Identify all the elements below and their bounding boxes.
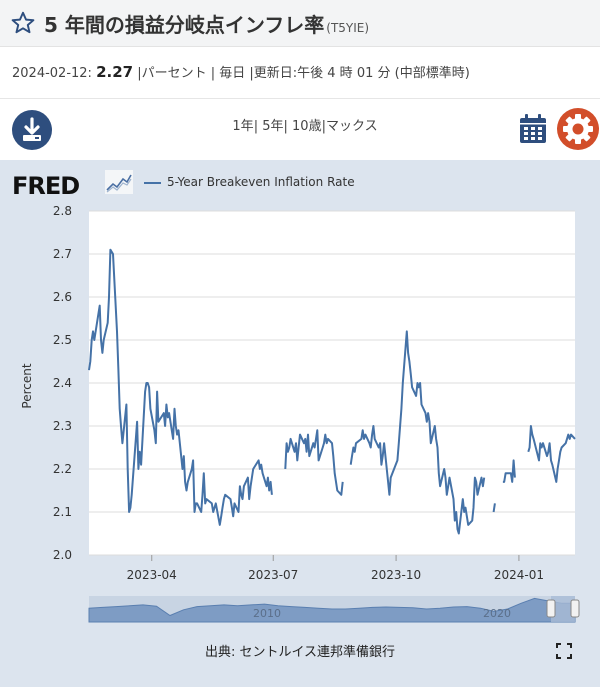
navigator-handle xyxy=(570,599,580,618)
series-title: 5 年間の損益分岐点インフレ率 xyxy=(44,13,325,37)
calendar-icon[interactable] xyxy=(519,114,547,144)
range-separator: | xyxy=(321,119,326,134)
y-tick-label: 2.0 xyxy=(53,548,72,562)
legend-label: 5-Year Breakeven Inflation Rate xyxy=(167,175,355,189)
chart-legend: 5-Year Breakeven Inflation Rate xyxy=(144,175,355,189)
fred-logo: FRED xyxy=(12,172,80,200)
source-attribution: 出典: セントルイス連邦準備銀行 xyxy=(204,645,396,660)
download-icon xyxy=(23,117,41,141)
range-separator: | xyxy=(253,119,259,134)
line-chart: 2.0 2.1 2.2 2.3 2.4 2.5 2.6 2.7 2.8 2023-04 2023-… xyxy=(20,204,580,623)
range-5y[interactable]: 5年 xyxy=(262,119,284,134)
date-range-selector: 1年| 5年| 10歳|マックス xyxy=(200,115,410,134)
series-id: (T5YIE) xyxy=(326,21,370,35)
settings-button[interactable] xyxy=(557,108,599,150)
x-tick-label: 2023-04 xyxy=(127,568,177,582)
observation-details: |パーセント | 毎日 |更新日:午後 4 時 01 分 (中部標準時) xyxy=(137,66,470,81)
observation-value: 2.27 xyxy=(96,63,134,81)
x-tick-label: 2023-10 xyxy=(371,568,421,582)
download-button[interactable] xyxy=(12,110,52,150)
range-1y[interactable]: 1年 xyxy=(232,119,254,134)
y-tick-label: 2.8 xyxy=(53,204,72,218)
title-bar: 5 年間の損益分岐点インフレ率 (T5YIE) xyxy=(0,0,600,47)
y-tick-label: 2.4 xyxy=(53,376,72,390)
x-tick-label: 2023-07 xyxy=(248,568,298,582)
page-title: 5 年間の損益分岐点インフレ率 (T5YIE) xyxy=(44,9,369,38)
observation-date: 2024-02-12: xyxy=(12,66,92,81)
range-separator: | xyxy=(283,119,288,134)
y-tick-label: 2.5 xyxy=(53,333,72,347)
fred-chart-icon xyxy=(105,170,133,194)
range-navigator[interactable]: 2010 2020 xyxy=(88,596,580,623)
fullscreen-icon[interactable] xyxy=(556,643,572,659)
y-tick-label: 2.6 xyxy=(53,290,72,304)
range-10y[interactable]: 10歳 xyxy=(292,119,322,134)
navigator-year-label: 2020 xyxy=(483,607,511,620)
navigator-area xyxy=(88,597,576,623)
y-axis-label: Percent xyxy=(20,363,34,408)
y-tick-label: 2.1 xyxy=(53,505,72,519)
navigator-handle xyxy=(546,599,556,618)
navigator-year-label: 2010 xyxy=(253,607,281,620)
series-line xyxy=(88,248,576,535)
y-tick-label: 2.3 xyxy=(53,419,72,433)
legend-swatch xyxy=(144,181,161,184)
gear-icon xyxy=(563,114,593,144)
divider xyxy=(0,98,600,99)
y-tick-label: 2.7 xyxy=(53,247,72,261)
star-icon[interactable] xyxy=(10,10,36,36)
x-tick-label: 2024-01 xyxy=(494,568,544,582)
observation-line: 2024-02-12: 2.27 |パーセント | 毎日 |更新日:午後 4 時… xyxy=(12,62,470,81)
y-tick-label: 2.2 xyxy=(53,462,72,476)
range-max[interactable]: マックス xyxy=(325,119,378,134)
